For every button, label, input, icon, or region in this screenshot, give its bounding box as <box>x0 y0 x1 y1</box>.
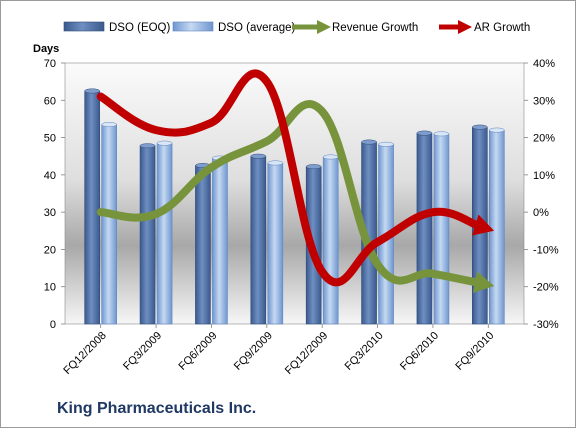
legend-label-dso-eoq: DSO (EOQ) <box>109 22 171 34</box>
y2-tick-label: -30% <box>533 319 559 331</box>
bar-top-dso-eoq-0 <box>84 88 100 94</box>
bar-dso-eoq-0 <box>84 90 100 325</box>
x-tick-label: FQ3/2010 <box>343 330 386 373</box>
x-tick-label: FQ9/2010 <box>453 330 496 373</box>
line-revenue-growth <box>96 100 483 287</box>
bar-top-dso-average-0 <box>101 122 117 127</box>
bar-top-dso-average-6 <box>433 131 450 137</box>
legend-swatch-revenue-growth <box>292 20 331 34</box>
y2-tick-label: 40% <box>533 58 555 70</box>
x-tick-label: FQ12/2008 <box>61 330 108 377</box>
legend-label-revenue-growth: Revenue Growth <box>332 22 418 34</box>
y2-tick-label: -20% <box>533 282 559 294</box>
x-tick-label: FQ6/2010 <box>398 330 441 373</box>
bar-dso-eoq-2 <box>195 165 211 325</box>
chart-title: King Pharmaceuticals Inc. <box>57 400 257 417</box>
bar-top-dso-eoq-4 <box>305 164 322 170</box>
y-axis-ticks: 0 10 20 30 40 50 60 70 <box>44 58 65 331</box>
bar-dso-average-3 <box>267 162 284 325</box>
legend-swatch-ar-growth <box>439 20 472 34</box>
y-tick-label: 0 <box>50 319 56 331</box>
bar-top-dso-eoq-5 <box>361 139 377 145</box>
bar-dso-average-1 <box>156 142 173 325</box>
y-tick-label: 60 <box>44 95 56 107</box>
y2-tick-label: -10% <box>533 244 559 256</box>
bar-top-dso-average-3 <box>267 160 284 166</box>
bar-top-dso-average-4 <box>322 154 339 160</box>
y-tick-label: 50 <box>44 133 56 145</box>
bar-dso-average-2 <box>212 157 228 325</box>
x-tick-label: FQ12/2009 <box>283 330 330 377</box>
arrowhead-ar-growth <box>472 214 495 236</box>
bar-top-dso-eoq-6 <box>416 130 433 136</box>
y-tick-label: 30 <box>44 207 56 219</box>
y-axis-title: Days <box>33 43 59 55</box>
y-tick-label: 40 <box>44 170 56 182</box>
arrowhead-revenue-growth <box>472 271 495 293</box>
bar-dso-average-6 <box>433 133 450 325</box>
lines-layer <box>96 69 495 293</box>
y-tick-label: 10 <box>44 282 56 294</box>
bar-top-dso-average-1 <box>156 140 173 146</box>
x-tick-label: FQ6/2009 <box>176 330 219 373</box>
bar-dso-eoq-3 <box>250 155 267 325</box>
x-tick-label: FQ3/2009 <box>121 330 164 373</box>
bar-dso-average-0 <box>101 124 117 325</box>
bar-top-dso-eoq-3 <box>250 153 267 159</box>
y2-tick-label: 30% <box>533 95 555 107</box>
bar-dso-eoq-1 <box>139 145 156 325</box>
bar-dso-eoq-6 <box>416 132 433 325</box>
y2-tick-label: 0% <box>533 207 549 219</box>
y2-tick-label: 20% <box>533 133 555 145</box>
y2-axis-ticks: -30% -20% -10% 0% 10% 20% 30% 40% <box>524 58 559 331</box>
legend-label-dso-average: DSO (average) <box>218 22 296 34</box>
bar-dso-average-7 <box>489 129 505 325</box>
legend-label-ar-growth: AR Growth <box>474 22 530 34</box>
bar-top-dso-eoq-7 <box>472 124 488 130</box>
bar-dso-average-4 <box>322 156 339 325</box>
line-ar-growth <box>96 69 483 287</box>
bar-top-dso-average-5 <box>378 141 394 147</box>
y2-tick-label: 10% <box>533 170 555 182</box>
x-axis-ticks: FQ12/2008 FQ3/2009 FQ6/2009 FQ9/2009 FQ12/20… <box>61 324 496 377</box>
legend-swatch-dso-average <box>172 21 214 32</box>
legend-swatch-dso-eoq <box>63 21 105 32</box>
y-tick-label: 70 <box>44 58 56 70</box>
bar-top-dso-eoq-1 <box>139 143 156 149</box>
legend: DSO (EOQ) DSO (average) Revenue Growth A… <box>63 20 530 34</box>
x-tick-label: FQ9/2009 <box>232 330 275 373</box>
bar-top-dso-average-7 <box>489 127 505 133</box>
y-tick-label: 20 <box>44 244 56 256</box>
